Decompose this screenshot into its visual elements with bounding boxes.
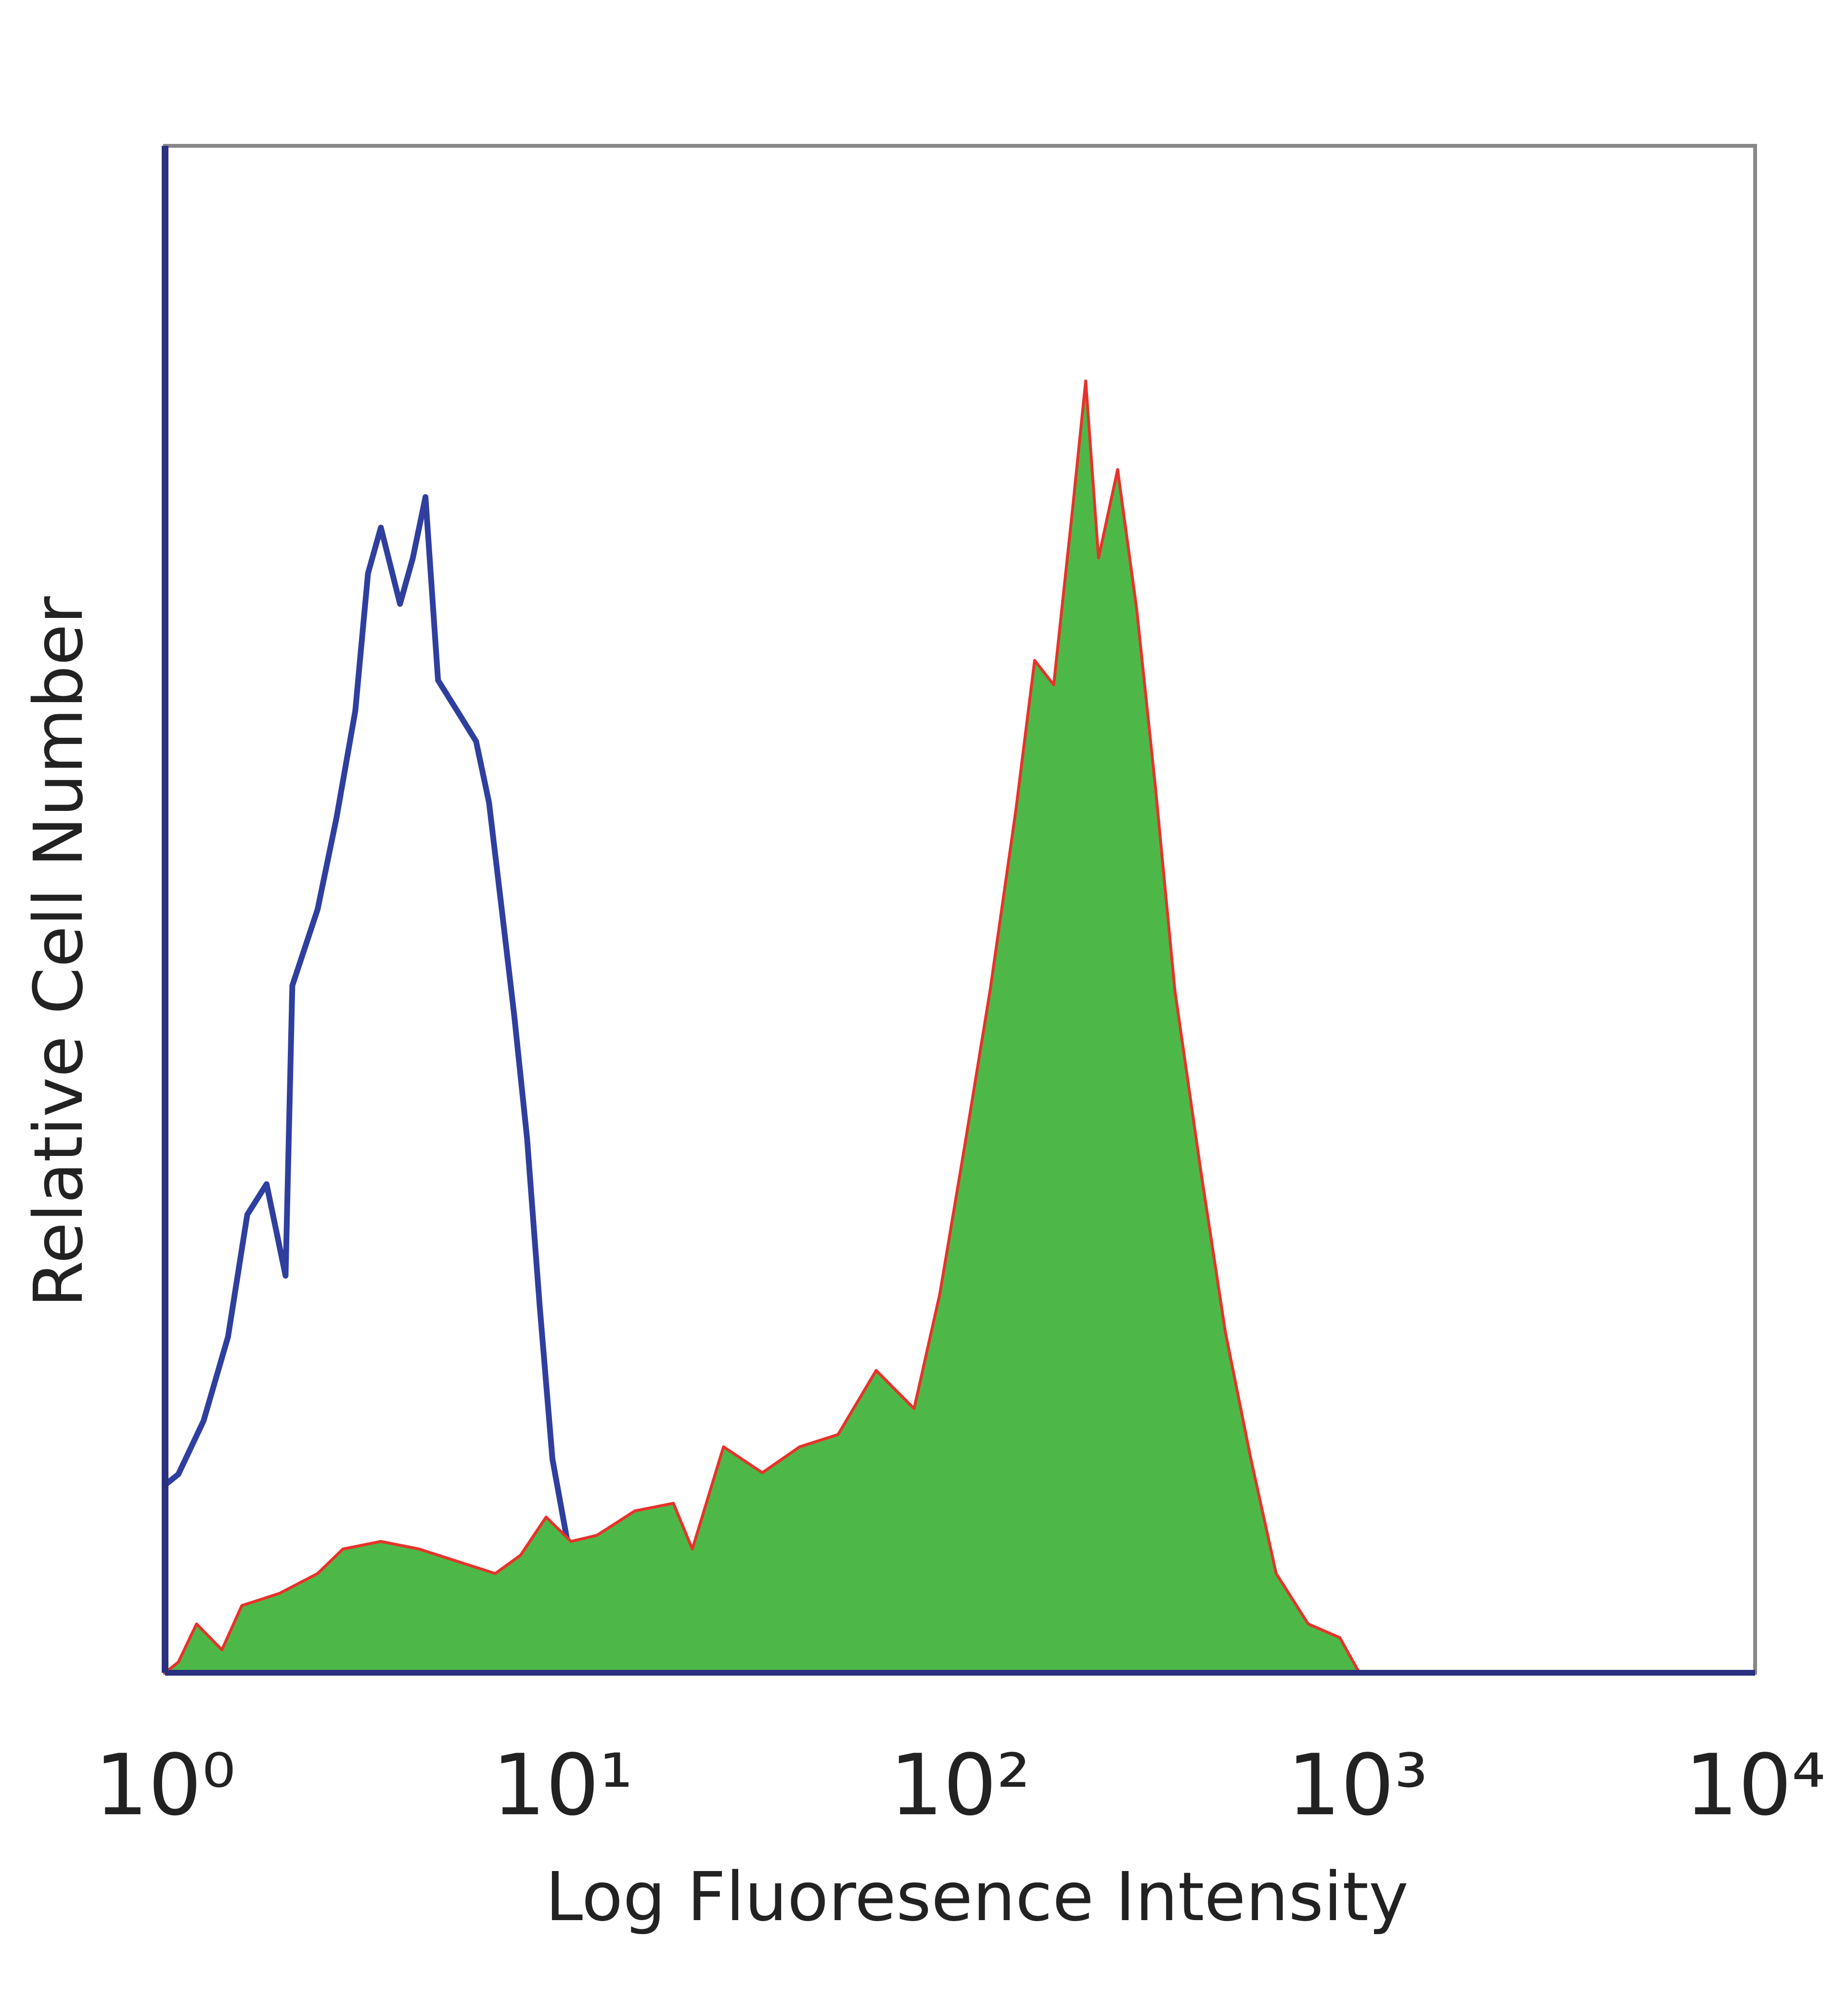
histogram-area [164,379,1361,1674]
x-tick-label: 10⁰ [95,1737,236,1834]
x-axis-label: Log Fluoresence Intensity [545,1858,1409,1936]
x-tick-label: 10⁴ [1685,1737,1826,1834]
y-axis-label: Relative Cell Number [20,596,98,1308]
x-tick-label: 10³ [1287,1737,1428,1834]
x-tick-label: 10² [890,1737,1031,1834]
histogram-line [163,494,657,1672]
x-tick-label: 10¹ [492,1737,633,1834]
